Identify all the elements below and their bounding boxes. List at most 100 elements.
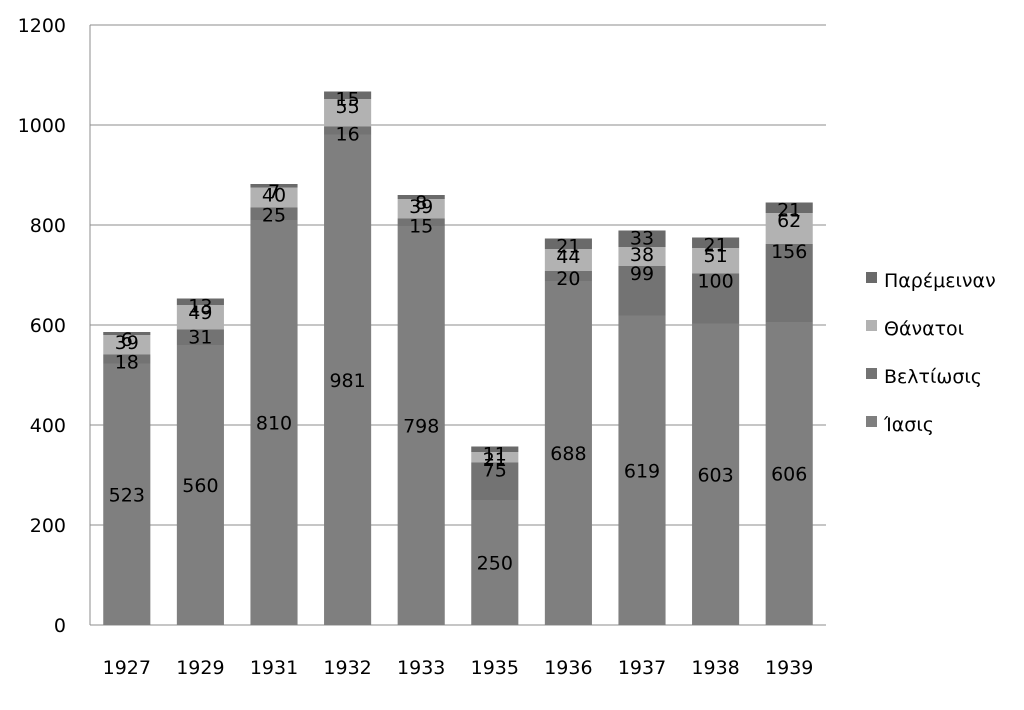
data-label-1929-ίασις: 560 [182,475,218,497]
bar-1935-ίασις [471,500,519,625]
x-tick-label-1927: 1927 [103,657,151,679]
bar-1937-ίασις [618,315,666,625]
bar-1929-θάνατοι [176,305,224,330]
bar-1932-ίασις [324,134,372,625]
bar-1933-ίασις [397,226,445,625]
data-label-1932-ίασις: 981 [329,370,365,392]
data-label-1935-βελτίωσις: 75 [483,460,507,482]
bar-1936-θάνατοι [544,249,592,271]
data-label-1939-βελτίωσις: 156 [771,241,807,263]
x-tick-label-1938: 1938 [691,657,739,679]
bar-1927-βελτίωσις [103,354,151,364]
bar-1938-βελτίωσις [692,273,740,324]
data-label-1935-ίασις: 250 [477,553,513,575]
data-label-1931-θάνατοι: 40 [262,185,286,207]
bar-1936-βελτίωσις [544,271,592,281]
data-label-1937-βελτίωσις: 99 [630,263,654,285]
bar-1932-παρέμειναν [324,91,372,99]
data-label-1932-παρέμειναν: 15 [336,89,360,111]
data-label-1931-παρέμειναν: 7 [268,181,280,203]
bar-1939-βελτίωσις [765,244,813,322]
data-label-1931-βελτίωσις: 25 [262,205,286,227]
bar-1935-βελτίωσις [471,462,519,500]
data-label-1927-ίασις: 523 [109,484,145,506]
bar-1929-παρέμειναν [176,298,224,305]
x-tick-label-1931: 1931 [250,657,298,679]
data-label-1929-βελτίωσις: 31 [188,327,212,349]
data-label-1933-βελτίωσις: 15 [409,216,433,238]
data-label-1936-παρέμειναν: 21 [556,236,580,258]
bar-1931-θάνατοι [250,187,298,208]
bar-1937-βελτίωσις [618,266,666,316]
bar-1939-παρέμειναν [765,202,813,213]
y-tick-label-1000: 1000 [18,115,66,137]
data-label-1937-θάνατοι: 38 [630,244,654,266]
legend-swatch-παρέμειναν [866,272,877,283]
bar-1933-θάνατοι [397,199,445,219]
legend-label-βελτίωσις: Βελτίωσις [884,366,982,388]
data-label-1929-θάνατοι: 49 [188,302,212,324]
bar-1927-θάνατοι [103,335,151,355]
x-tick-label-1933: 1933 [397,657,445,679]
y-tick-label-1200: 1200 [18,15,66,37]
data-label-1937-ίασις: 619 [624,460,660,482]
data-label-1938-βελτίωσις: 100 [697,271,733,293]
legend-swatch-βελτίωσις [866,368,877,379]
bar-1937-παρέμειναν [618,230,666,247]
bar-1937-θάνατοι [618,247,666,266]
bar-1929-ίασις [176,345,224,625]
bar-1935-θάνατοι [471,452,519,463]
bar-1938-παρέμειναν [692,237,740,248]
data-label-1929-παρέμειναν: 13 [188,296,212,318]
legend: Παρέμειναν Θάνατοι Βελτίωσις Ίασις [866,270,996,436]
axes: 0 200 400 600 800 1000 1200 1927 1929 1931 1932 193… [18,15,814,679]
data-label-1936-θάνατοι: 44 [556,246,580,268]
data-label-1939-παρέμειναν: 21 [777,200,801,222]
bar-1935-παρέμειναν [471,446,519,452]
data-label-1931-ίασις: 810 [256,413,292,435]
data-label-1927-θάνατοι: 39 [115,332,139,354]
bar-1933-βελτίωσις [397,218,445,226]
legend-label-παρέμειναν: Παρέμειναν [884,270,996,292]
data-label-1932-θάνατοι: 55 [336,96,360,118]
data-label-1938-παρέμειναν: 21 [704,235,728,257]
y-tick-label-600: 600 [30,315,66,337]
y-tick-label-800: 800 [30,215,66,237]
data-label-1933-θάνατοι: 39 [409,196,433,218]
x-tick-label-1936: 1936 [544,657,592,679]
data-label-1927-βελτίωσις: 18 [115,352,139,374]
data-label-1936-βελτίωσις: 20 [556,268,580,290]
bars [103,91,813,625]
data-label-1937-παρέμειναν: 33 [630,228,654,250]
x-tick-label-1937: 1937 [618,657,666,679]
x-tick-label-1932: 1932 [323,657,371,679]
bar-1936-ίασις [544,281,592,625]
bar-1932-θάνατοι [324,99,372,127]
data-labels: 5231839656031491381025407981165515798153… [109,89,808,575]
legend-label-θάνατοι: Θάνατοι [884,318,964,340]
x-tick-label-1935: 1935 [471,657,519,679]
data-label-1936-ίασις: 688 [550,443,586,465]
data-label-1939-ίασις: 606 [771,464,807,486]
y-tick-label-200: 200 [30,515,66,537]
data-label-1932-βελτίωσις: 16 [336,124,360,146]
legend-swatch-θάνατοι [866,320,877,331]
data-label-1935-θάνατοι: 21 [483,449,507,471]
legend-swatch-ίασις [866,416,877,427]
bar-1939-ίασις [765,322,813,625]
data-label-1938-θάνατοι: 51 [704,245,728,267]
data-label-1933-ίασις: 798 [403,416,439,438]
bar-1936-παρέμειναν [544,238,592,249]
x-tick-label-1939: 1939 [765,657,813,679]
bar-1931-ίασις [250,220,298,625]
bar-1931-βελτίωσις [250,207,298,220]
bar-1938-ίασις [692,323,740,625]
bar-1927-παρέμειναν [103,332,151,335]
y-tick-label-0: 0 [54,615,66,637]
data-label-1938-ίασις: 603 [697,464,733,486]
data-label-1939-θάνατοι: 62 [777,210,801,232]
bar-1931-παρέμειναν [250,184,298,188]
bar-1929-βελτίωσις [176,329,224,345]
